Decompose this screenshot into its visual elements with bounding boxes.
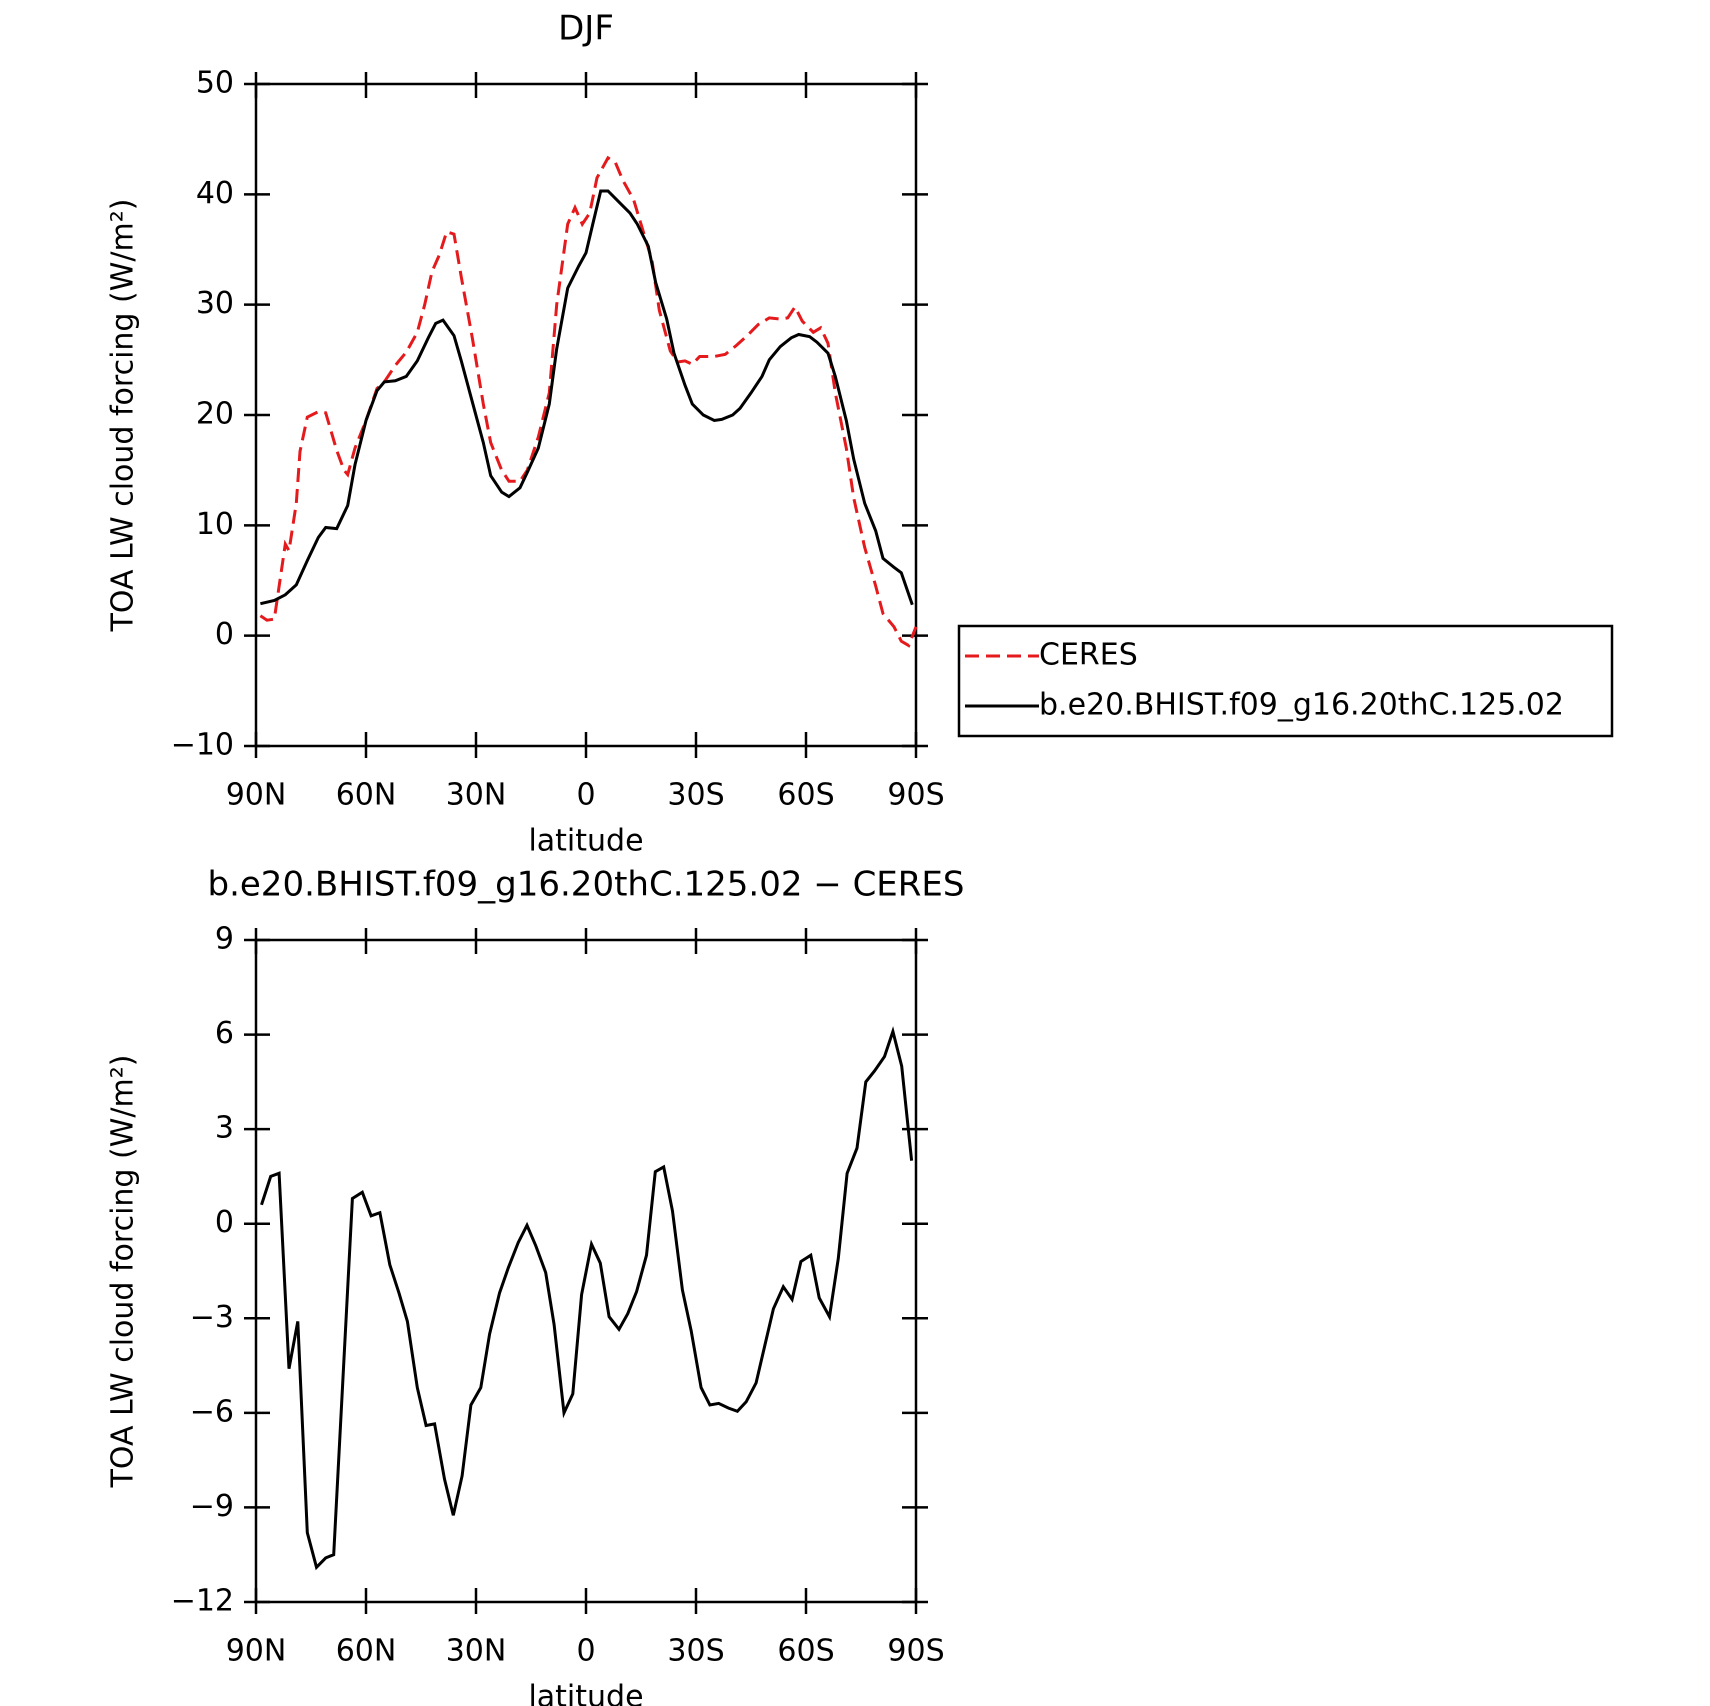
- data-line: [260, 1026, 914, 1571]
- legend-label: CERES: [1039, 638, 1138, 673]
- x-tick-label: 30S: [667, 1634, 724, 1669]
- plot-frame: [254, 82, 918, 748]
- x-tick-label: 90N: [226, 1634, 287, 1669]
- y-tick-label: −6: [190, 1394, 234, 1429]
- legend-label: b.e20.BHIST.f09_g16.20thC.125.02: [1039, 688, 1564, 723]
- y-tick-label: 3: [215, 1111, 234, 1146]
- x-tick-label: 90N: [226, 778, 287, 813]
- chart-title: DJF: [558, 9, 614, 49]
- x-tick-label: 60S: [777, 1634, 834, 1669]
- x-tick-label: 90S: [887, 778, 944, 813]
- x-tick-label: 30N: [446, 1634, 507, 1669]
- x-tick-label: 60N: [336, 778, 397, 813]
- x-tick-label: 30S: [667, 778, 724, 813]
- chart-title: b.e20.BHIST.f09_g16.20thC.125.02 − CERES: [208, 865, 965, 905]
- x-tick-label: 90S: [887, 1634, 944, 1669]
- y-tick-label: 10: [196, 507, 234, 542]
- y-tick-label: −9: [190, 1489, 234, 1524]
- y-tick-label: 30: [196, 286, 234, 321]
- y-tick-label: −10: [171, 728, 234, 763]
- x-tick-label: 0: [576, 1634, 595, 1669]
- y-tick-label: 40: [196, 176, 234, 211]
- data-line: [259, 155, 918, 648]
- y-tick-label: 50: [196, 66, 234, 101]
- y-tick-label: 6: [215, 1016, 234, 1051]
- legend-box: [957, 624, 1614, 738]
- x-tick-label: 0: [576, 778, 595, 813]
- y-tick-label: 0: [215, 1205, 234, 1240]
- y-tick-label: 20: [196, 397, 234, 432]
- x-axis-label: latitude: [528, 824, 643, 859]
- data-line: [260, 189, 914, 606]
- y-tick-label: 0: [215, 617, 234, 652]
- y-tick-label: −12: [171, 1584, 234, 1619]
- x-tick-label: 60S: [777, 778, 834, 813]
- x-axis-label: latitude: [528, 1680, 643, 1706]
- y-axis-label: TOA LW cloud forcing (W/m²): [106, 1055, 141, 1489]
- y-axis-label: TOA LW cloud forcing (W/m²): [106, 199, 141, 633]
- x-tick-label: 30N: [446, 778, 507, 813]
- y-tick-label: 9: [215, 922, 234, 957]
- x-tick-label: 60N: [336, 1634, 397, 1669]
- y-tick-label: −3: [190, 1300, 234, 1335]
